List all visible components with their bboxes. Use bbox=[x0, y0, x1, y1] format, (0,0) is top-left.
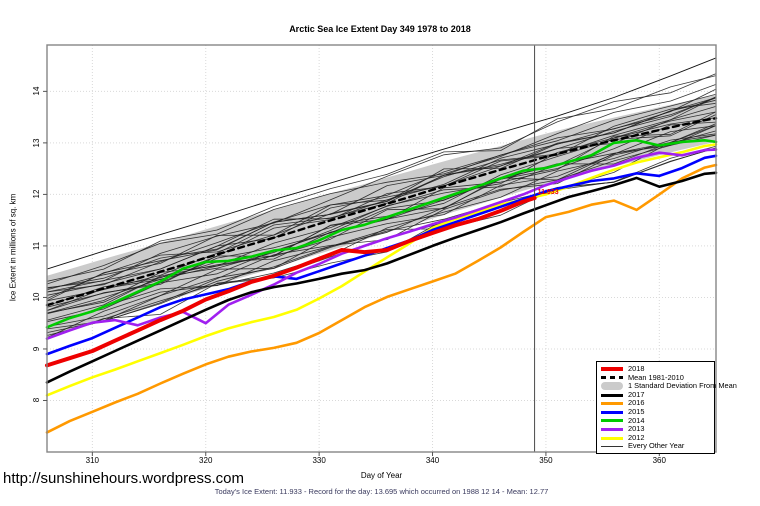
legend-item-1-standard-deviation-from-mean: 1 Standard Deviation From Mean bbox=[601, 382, 737, 391]
legend-swatch-icon bbox=[601, 376, 623, 380]
plot-border bbox=[46, 44, 717, 453]
legend-item-2017: 2017 bbox=[601, 389, 711, 400]
legend-label: 2017 bbox=[628, 389, 645, 399]
legend-item-mean-1981-2010: Mean 1981-2010 bbox=[601, 372, 711, 383]
legend-swatch-icon bbox=[601, 367, 623, 372]
legend-swatch-icon bbox=[601, 402, 623, 406]
y-tick-label: 9 bbox=[32, 346, 41, 352]
series-mean-1981-2010-line bbox=[45, 116, 718, 307]
other-year-line bbox=[46, 145, 717, 339]
other-year-line bbox=[46, 75, 717, 282]
legend-label: 1 Standard Deviation From Mean bbox=[628, 381, 737, 391]
other-year-line bbox=[46, 102, 717, 307]
legend-item-2014: 2014 bbox=[601, 415, 711, 426]
x-tick-label: 330 bbox=[312, 456, 326, 465]
y-tick-label: 14 bbox=[32, 86, 41, 96]
site-url-text: http://sunshinehours.wordpress.com bbox=[3, 470, 244, 487]
series-2017-line bbox=[45, 171, 718, 384]
legend-swatch-icon bbox=[601, 427, 623, 431]
series-2013-line bbox=[45, 148, 718, 341]
other-year-line bbox=[46, 99, 717, 293]
other-year-line bbox=[46, 84, 717, 285]
legend-item-2015: 2015 bbox=[601, 406, 711, 417]
other-year-line bbox=[46, 133, 717, 339]
legend-label: Mean 1981-2010 bbox=[628, 372, 684, 382]
series-2018-line bbox=[45, 196, 537, 368]
legend-item-2012: 2012 bbox=[601, 432, 711, 443]
x-tick-label: 360 bbox=[652, 456, 666, 465]
y-tick-label: 13 bbox=[32, 138, 41, 148]
other-year-line bbox=[46, 125, 717, 311]
legend-item-2013: 2013 bbox=[601, 425, 711, 434]
std-dev-band bbox=[47, 95, 716, 338]
current-value-label: 11.933 bbox=[537, 189, 559, 196]
y-tick-label: 8 bbox=[32, 398, 41, 403]
chart-title: Arctic Sea Ice Extent Day 349 1978 to 20… bbox=[289, 24, 471, 34]
x-tick-label: 350 bbox=[539, 456, 553, 465]
legend-label: 2013 bbox=[628, 424, 645, 434]
other-year-line bbox=[46, 130, 717, 328]
legend-label: Every Other Year bbox=[628, 441, 685, 451]
legend-swatch-icon bbox=[601, 446, 623, 448]
legend-label: 2018 bbox=[628, 364, 645, 373]
series-2012-line bbox=[45, 143, 718, 397]
legend: 2018 Mean 1981-2010 1 Standard Deviation F… bbox=[596, 361, 737, 454]
other-year-line bbox=[46, 93, 717, 293]
footer-note: Today's Ice Extent: 11.933 - Record for … bbox=[214, 487, 549, 496]
x-tick-label: 320 bbox=[199, 456, 213, 465]
series-2016-line bbox=[45, 163, 718, 434]
other-year-line bbox=[46, 134, 717, 334]
y-tick-label: 10 bbox=[32, 292, 41, 302]
legend-item-2016: 2016 bbox=[601, 399, 711, 408]
legend-item-2018: 2018 bbox=[601, 364, 711, 374]
y-tick-label: 12 bbox=[32, 189, 41, 199]
other-year-line bbox=[46, 147, 717, 340]
other-year-line bbox=[46, 73, 717, 289]
x-tick-label: 340 bbox=[425, 456, 440, 465]
record-year-line bbox=[46, 57, 717, 270]
legend-label: 2014 bbox=[628, 415, 645, 425]
legend-swatch-icon bbox=[601, 393, 623, 397]
legend-swatch-icon bbox=[601, 436, 623, 440]
series-2014-line bbox=[45, 139, 718, 329]
x-axis-label: Day of Year bbox=[360, 471, 403, 480]
legend-label: 2012 bbox=[628, 432, 645, 442]
y-tick-label: 11 bbox=[32, 241, 41, 251]
legend-label: 2016 bbox=[628, 398, 645, 408]
legend-label: 2015 bbox=[628, 406, 645, 416]
legend-swatch-icon bbox=[601, 419, 623, 423]
legend-swatch-icon bbox=[601, 410, 623, 414]
other-year-line bbox=[46, 134, 717, 330]
legend-item-every-other-year: Every Other Year bbox=[601, 442, 711, 451]
x-tick-label: 310 bbox=[85, 456, 100, 465]
y-axis-label: Ice Extent in millions of sq. km bbox=[8, 193, 18, 302]
legend-swatch-icon bbox=[601, 382, 623, 391]
